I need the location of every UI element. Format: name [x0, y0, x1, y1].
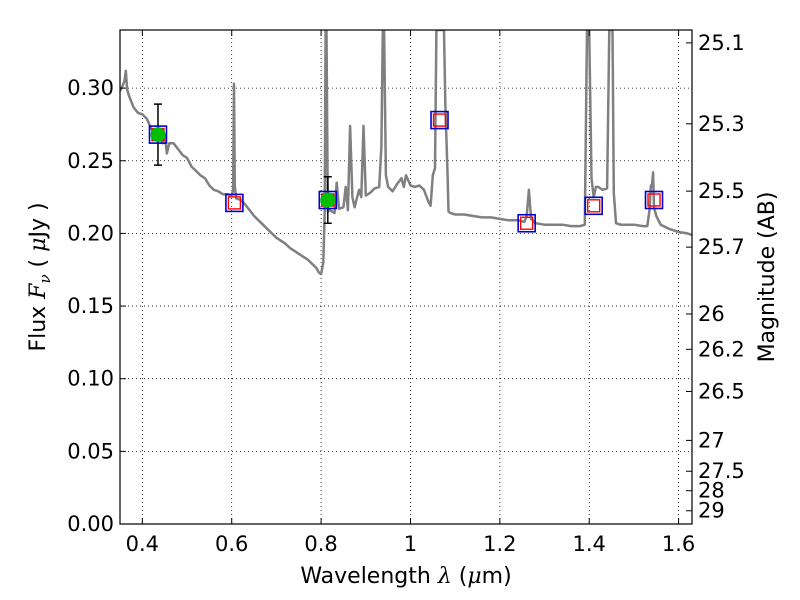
y-tick-label: 0.00 — [67, 512, 114, 536]
x-tick-label: 1 — [404, 532, 417, 556]
x-axis-label: Wavelength λ (μm) — [300, 564, 511, 589]
observed-point — [320, 192, 336, 208]
fit-band-square — [644, 190, 664, 210]
fit-band-square — [225, 193, 244, 213]
y2-tick-label: 28 — [698, 479, 725, 503]
y-tick-label: 0.05 — [67, 439, 114, 463]
model-band-square — [432, 113, 447, 127]
model-band-square — [647, 193, 661, 207]
y-tick-label: 0.30 — [67, 76, 114, 100]
y-tick-label: 0.10 — [67, 367, 114, 391]
axis-ticks — [120, 30, 692, 525]
y2-tick-label: 26.2 — [698, 337, 745, 361]
y2-tick-label: 25.5 — [698, 179, 745, 203]
fit-band-square — [517, 213, 536, 233]
y-tick-label: 0.15 — [67, 294, 114, 318]
y2-tick-label: 29 — [698, 499, 725, 523]
plot-content — [120, 30, 692, 276]
y2-tick-label: 26 — [698, 302, 725, 326]
sed-model-line — [120, 30, 692, 276]
observed-point — [150, 127, 166, 143]
y2-tick-label: 27.5 — [698, 459, 745, 483]
y-tick-label: 0.25 — [67, 149, 114, 173]
plot-frame — [119, 29, 693, 525]
fit-band-square — [148, 125, 168, 144]
model-band-square — [586, 199, 601, 213]
y2-tick-label: 25.1 — [698, 31, 745, 55]
axis-tick-labels: 0.4 0.6 0.8 1 1.2 1.4 1.6 0.00 0.05 0.10 0.15 0.20 0… — [67, 31, 745, 556]
x-tick-label: 0.6 — [215, 532, 248, 556]
y2-tick-label: 25.3 — [698, 112, 745, 136]
y2-tick-label: 26.5 — [698, 379, 745, 403]
x-tick-label: 1.4 — [573, 532, 606, 556]
y-tick-label: 0.20 — [67, 221, 114, 245]
x-tick-label: 1.6 — [662, 532, 695, 556]
fit-band-square — [318, 190, 338, 210]
model-band-square — [519, 216, 534, 230]
fit-band-square — [584, 196, 603, 216]
x-tick-label: 0.4 — [126, 532, 159, 556]
fit-band-square — [430, 110, 449, 130]
y2-tick-label: 27 — [698, 428, 725, 452]
x-tick-label: 1.2 — [483, 532, 516, 556]
y-axis-label: Flux Fν ( μJy ) — [26, 202, 54, 351]
model-band-square — [227, 196, 242, 210]
y2-axis-label: Magnitude (AB) — [755, 192, 780, 363]
y2-tick-label: 25.7 — [698, 235, 745, 259]
plot-background — [120, 30, 692, 524]
x-tick-label: 0.8 — [304, 532, 337, 556]
